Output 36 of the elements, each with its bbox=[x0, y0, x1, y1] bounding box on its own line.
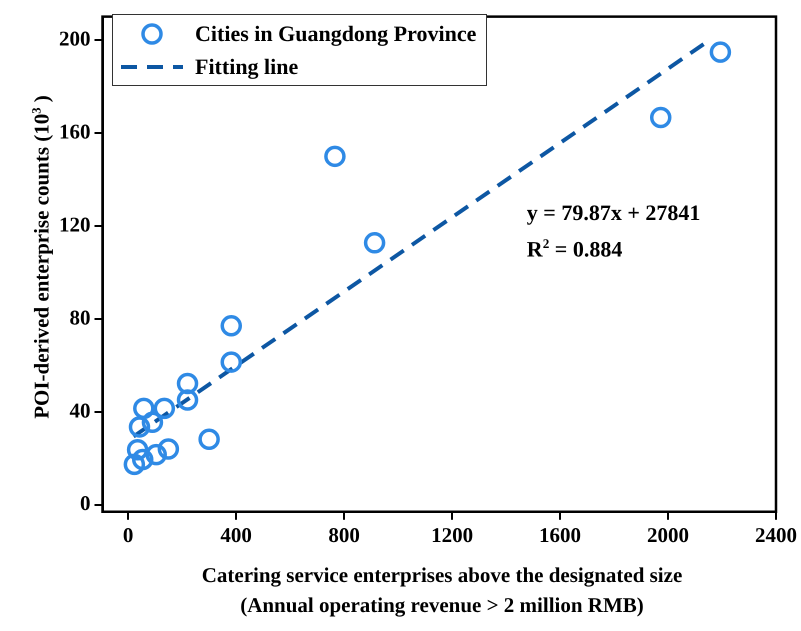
legend-label: Cities in Guangdong Province bbox=[195, 20, 476, 46]
x-tick-label: 2000 bbox=[647, 522, 690, 547]
x-tick-label: 2400 bbox=[755, 522, 797, 547]
point bbox=[220, 351, 242, 373]
x-tick-label: 0 bbox=[122, 522, 134, 547]
point bbox=[364, 232, 386, 254]
y-tick-label: 120 bbox=[59, 212, 90, 236]
point bbox=[145, 444, 167, 466]
x-tick-label: 1200 bbox=[431, 522, 474, 547]
y-tick-label: 40 bbox=[70, 398, 90, 422]
x-tick-label: 1600 bbox=[539, 522, 582, 547]
x-tick-label: 800 bbox=[328, 522, 360, 547]
point bbox=[128, 416, 150, 438]
y-tick-label: 0 bbox=[80, 491, 90, 516]
point bbox=[176, 389, 198, 411]
point bbox=[324, 146, 346, 168]
legend-label: Fitting line bbox=[195, 54, 298, 80]
point bbox=[198, 428, 220, 450]
point bbox=[710, 41, 732, 63]
point bbox=[142, 412, 164, 434]
point bbox=[124, 454, 146, 476]
y-tick-label: 160 bbox=[59, 119, 90, 144]
annotation: R$^{2}$ = 0.884 bbox=[526, 236, 622, 262]
point bbox=[650, 106, 672, 128]
point bbox=[126, 438, 148, 460]
point bbox=[133, 398, 155, 420]
x-axis-title: Catering service enterprises above the designated size (Annual operating revenue > 2 million RMB) bbox=[200, 562, 684, 619]
y-tick-label: 80 bbox=[70, 305, 90, 330]
x-tick-label: 400 bbox=[220, 522, 252, 547]
point bbox=[158, 438, 180, 460]
point bbox=[132, 448, 154, 470]
point bbox=[154, 398, 176, 420]
point bbox=[176, 372, 198, 394]
point bbox=[220, 315, 242, 337]
y-tick-label: 200 bbox=[59, 26, 90, 50]
annotation: y = 79.87x + 27841 bbox=[526, 200, 700, 226]
